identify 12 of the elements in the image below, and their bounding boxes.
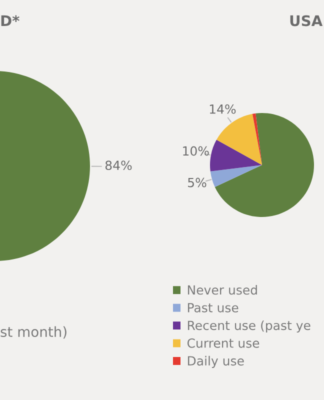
legend-label: Daily use — [188, 356, 244, 368]
legend-label: Current use — [187, 338, 260, 348]
data-label: 10% — [183, 146, 209, 156]
text: st month) — [0, 326, 66, 339]
legend-label: Past use — [188, 303, 238, 312]
chart-title: D* — [1, 15, 20, 26]
legend-label: Never used — [188, 285, 257, 295]
chart-title: USA — [290, 15, 323, 26]
legend-label: Recent use (past ye — [188, 320, 310, 333]
data-label: 14% — [210, 104, 236, 114]
data-label: 84% — [105, 160, 132, 170]
data-label: 5% — [188, 178, 206, 188]
